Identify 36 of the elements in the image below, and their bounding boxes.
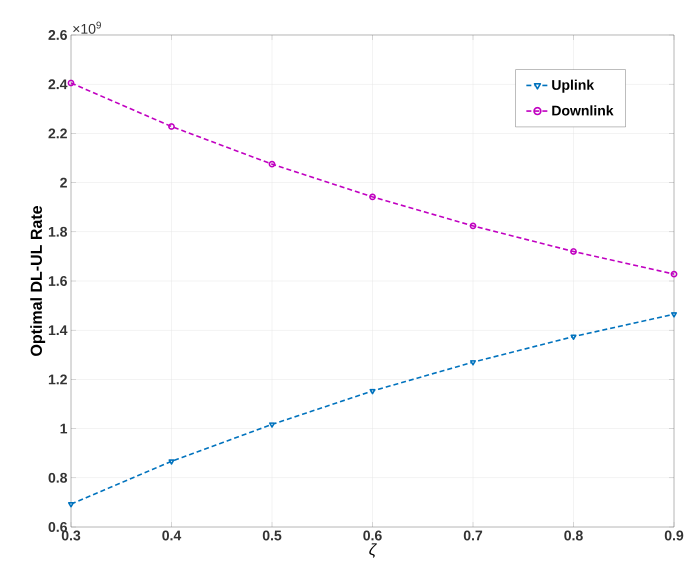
text: ×10$^{9}$ (73, 22, 101, 34)
y-tick-label: 1.6 (48, 276, 67, 286)
x-tick-label: 0.6 (363, 530, 382, 540)
point (570, 248, 577, 255)
point (168, 123, 175, 130)
x-tick-label: 0.5 (262, 530, 282, 540)
point (570, 334, 577, 340)
y-tick-label: 1.4 (48, 325, 68, 336)
x-tick-label: 0.4 (162, 530, 182, 540)
y-tick-label: 2.6 (48, 30, 67, 40)
y-tick-label: 0.8 (48, 472, 68, 483)
point (268, 422, 276, 428)
y-tick-label: 0.6 (48, 522, 67, 532)
y-tick-label: 2 (60, 178, 67, 188)
y-tick-label: 1 (60, 424, 68, 434)
point (470, 222, 476, 230)
legend-label: Downlink (552, 105, 614, 116)
x-tick-label: 0.3 (62, 530, 80, 540)
y-tick-label: 2.4 (48, 79, 68, 90)
x-axis-title: ζ (369, 543, 377, 558)
point (470, 360, 476, 366)
point (670, 312, 678, 318)
point (369, 193, 376, 200)
point (168, 459, 175, 465)
y-tick-label: 1.2 (48, 374, 67, 384)
point (268, 160, 276, 168)
point (369, 388, 376, 394)
x-tick-label: 0.9 (664, 530, 684, 540)
y-tick-label: 2.2 (48, 128, 67, 138)
legend-label: Uplink (552, 80, 594, 93)
point (68, 80, 74, 86)
point (670, 270, 678, 278)
y-tick-label: 1.8 (48, 226, 68, 237)
y-axis-title: Optimal DL-UL Rate (30, 206, 46, 356)
x-tick-label: 0.7 (464, 530, 482, 540)
x-tick-label: 0.8 (564, 530, 583, 540)
